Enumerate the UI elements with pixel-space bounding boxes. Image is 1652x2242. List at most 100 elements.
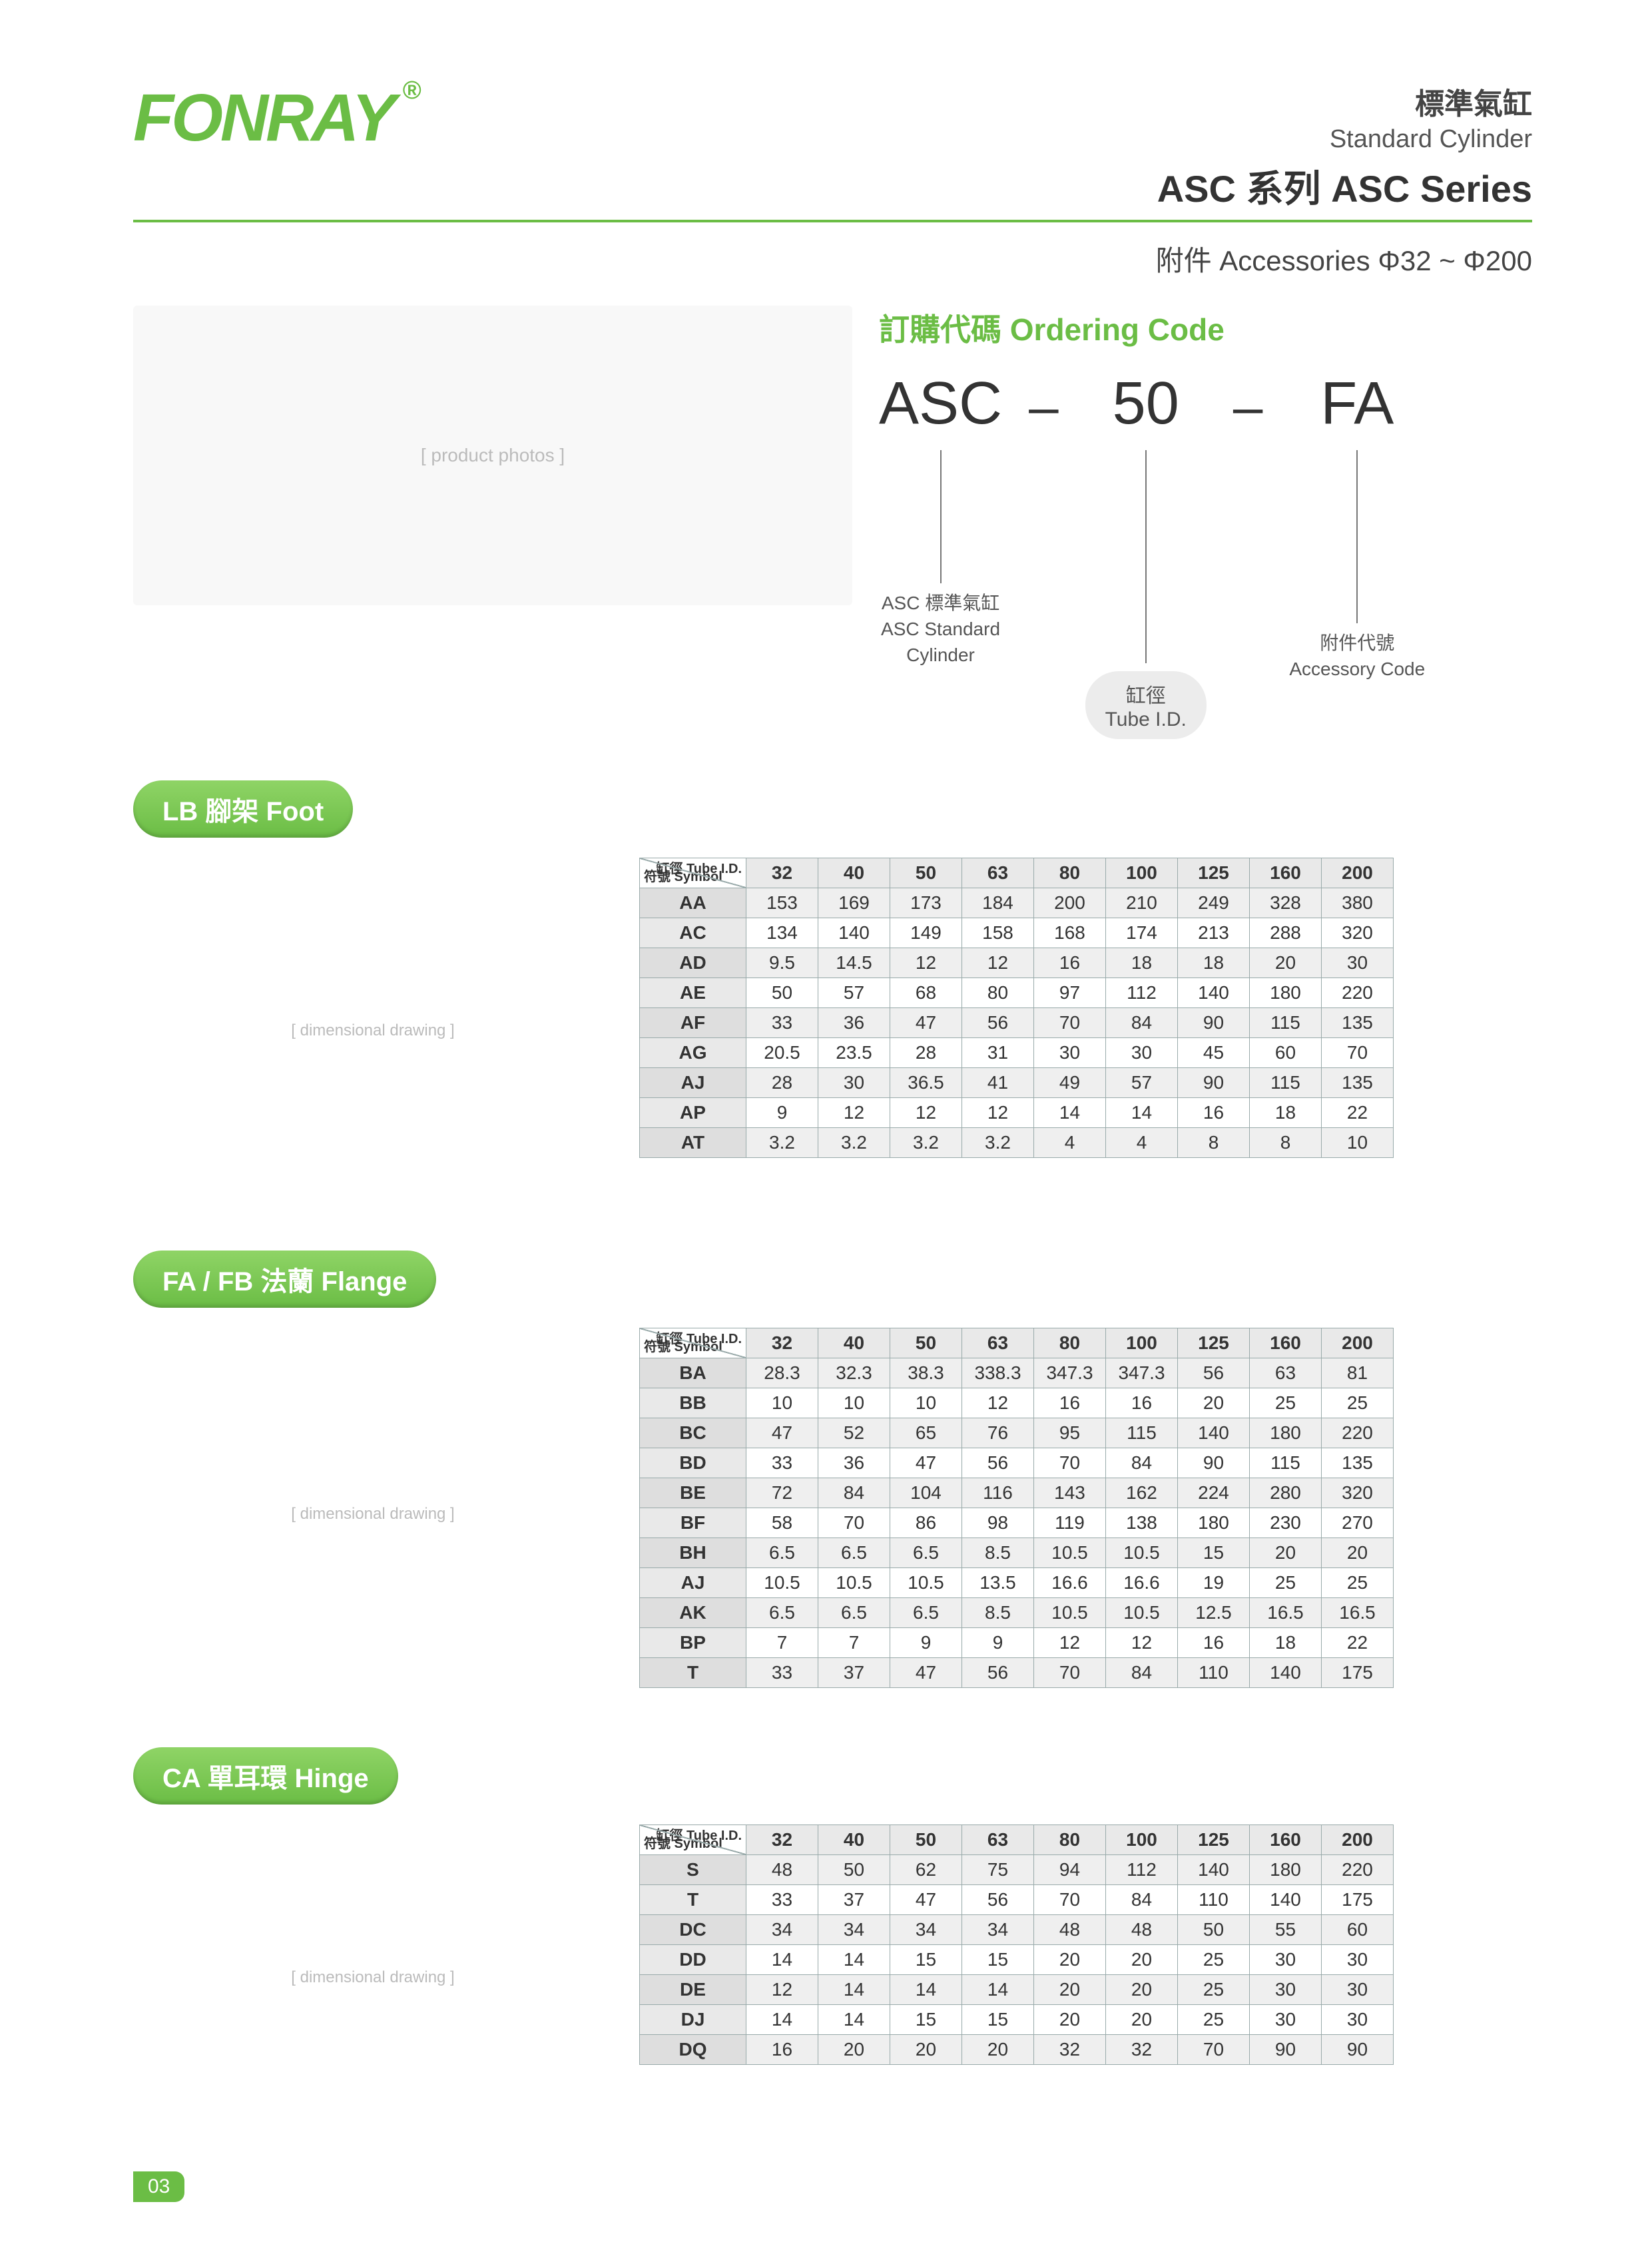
table-row: BE7284104116143162224280320 (640, 1478, 1394, 1508)
value-cell: 338.3 (962, 1358, 1034, 1388)
table-row: AT3.23.23.23.2448810 (640, 1128, 1394, 1158)
value-cell: 90 (1178, 1448, 1250, 1478)
value-cell: 9 (890, 1628, 962, 1658)
value-cell: 7 (818, 1628, 890, 1658)
page-number-chip: 03 (133, 2171, 184, 2202)
dimension-table: 缸徑 Tube I.D.符號 Symbol3240506380100125160… (639, 1824, 1394, 2065)
connector-line (940, 450, 942, 583)
value-cell: 34 (746, 1915, 818, 1945)
symbol-cell: T (640, 1658, 746, 1688)
value-cell: 16.6 (1106, 1568, 1178, 1598)
value-cell: 175 (1322, 1658, 1394, 1688)
value-cell: 48 (1106, 1915, 1178, 1945)
code-dash: – (1029, 370, 1059, 437)
table-row: AJ283036.541495790115135 (640, 1068, 1394, 1098)
value-cell: 180 (1250, 1855, 1322, 1885)
size-header: 80 (1034, 1328, 1106, 1358)
value-cell: 115 (1250, 1448, 1322, 1478)
value-cell: 20 (1106, 2005, 1178, 2035)
value-cell: 14 (818, 1945, 890, 1975)
value-cell: 14 (818, 1975, 890, 2005)
value-cell: 173 (890, 888, 962, 918)
symbol-cell: AK (640, 1598, 746, 1628)
value-cell: 14 (746, 2005, 818, 2035)
value-cell: 169 (818, 888, 890, 918)
value-cell: 115 (1250, 1008, 1322, 1038)
section-title-pill: LB 腳架 Foot (133, 780, 353, 838)
value-cell: 84 (1106, 1658, 1178, 1688)
value-cell: 10.5 (1034, 1598, 1106, 1628)
value-cell: 8.5 (962, 1598, 1034, 1628)
value-cell: 12 (746, 1975, 818, 2005)
symbol-cell: BC (640, 1418, 746, 1448)
value-cell: 180 (1178, 1508, 1250, 1538)
section-title-pill: CA 單耳環 Hinge (133, 1747, 398, 1805)
value-cell: 112 (1106, 978, 1178, 1008)
table-corner: 缸徑 Tube I.D.符號 Symbol (640, 1825, 746, 1855)
value-cell: 33 (746, 1885, 818, 1915)
value-cell: 15 (962, 2005, 1034, 2035)
value-cell: 28.3 (746, 1358, 818, 1388)
value-cell: 30 (1322, 948, 1394, 978)
value-cell: 50 (746, 978, 818, 1008)
value-cell: 9 (962, 1628, 1034, 1658)
value-cell: 81 (1322, 1358, 1394, 1388)
code-seg-accessory: FA 附件代號 Accessory Code (1289, 370, 1425, 682)
symbol-cell: AJ (640, 1568, 746, 1598)
code-accessory: FA (1289, 370, 1425, 438)
size-header: 200 (1322, 1328, 1394, 1358)
table-row: BC4752657695115140180220 (640, 1418, 1394, 1448)
value-cell: 116 (962, 1478, 1034, 1508)
value-cell: 56 (962, 1658, 1034, 1688)
value-cell: 135 (1322, 1008, 1394, 1038)
value-cell: 10 (818, 1388, 890, 1418)
value-cell: 47 (890, 1008, 962, 1038)
value-cell: 48 (746, 1855, 818, 1885)
symbol-cell: AC (640, 918, 746, 948)
value-cell: 36 (818, 1008, 890, 1038)
value-cell: 55 (1250, 1915, 1322, 1945)
value-cell: 34 (962, 1915, 1034, 1945)
table-row: DD141415152020253030 (640, 1945, 1394, 1975)
value-cell: 224 (1178, 1478, 1250, 1508)
value-cell: 3.2 (890, 1128, 962, 1158)
value-cell: 184 (962, 888, 1034, 918)
size-header: 40 (818, 1328, 890, 1358)
value-cell: 6.5 (890, 1598, 962, 1628)
code-accessory-desc: 附件代號 Accessory Code (1289, 630, 1425, 682)
value-cell: 52 (818, 1418, 890, 1448)
value-cell: 28 (746, 1068, 818, 1098)
table-row: T333747567084110140175 (640, 1658, 1394, 1688)
value-cell: 68 (890, 978, 962, 1008)
value-cell: 50 (818, 1855, 890, 1885)
size-header: 100 (1106, 858, 1178, 888)
value-cell: 168 (1034, 918, 1106, 948)
value-cell: 28 (890, 1038, 962, 1068)
value-cell: 6.5 (746, 1598, 818, 1628)
value-cell: 33 (746, 1448, 818, 1478)
value-cell: 20 (1106, 1945, 1178, 1975)
value-cell: 14.5 (818, 948, 890, 978)
value-cell: 16.5 (1322, 1598, 1394, 1628)
connector-line (1356, 450, 1358, 623)
value-cell: 98 (962, 1508, 1034, 1538)
value-cell: 56 (962, 1008, 1034, 1038)
value-cell: 16 (1034, 1388, 1106, 1418)
size-header: 63 (962, 858, 1034, 888)
value-cell: 23.5 (818, 1038, 890, 1068)
code-family: ASC (879, 370, 1002, 438)
brand-text: FONRAY (133, 81, 394, 155)
value-cell: 10 (746, 1388, 818, 1418)
value-cell: 15 (890, 2005, 962, 2035)
value-cell: 30 (1106, 1038, 1178, 1068)
value-cell: 220 (1322, 1855, 1394, 1885)
value-cell: 60 (1322, 1915, 1394, 1945)
subtitle: 附件 Accessories Φ32 ~ Φ200 (133, 238, 1532, 279)
value-cell: 75 (962, 1855, 1034, 1885)
value-cell: 70 (1034, 1008, 1106, 1038)
value-cell: 20 (1034, 2005, 1106, 2035)
value-cell: 140 (818, 918, 890, 948)
size-header: 32 (746, 858, 818, 888)
table-row: BP77991212161822 (640, 1628, 1394, 1658)
code-seg-bore: 50 缸徑 Tube I.D. (1085, 370, 1207, 740)
